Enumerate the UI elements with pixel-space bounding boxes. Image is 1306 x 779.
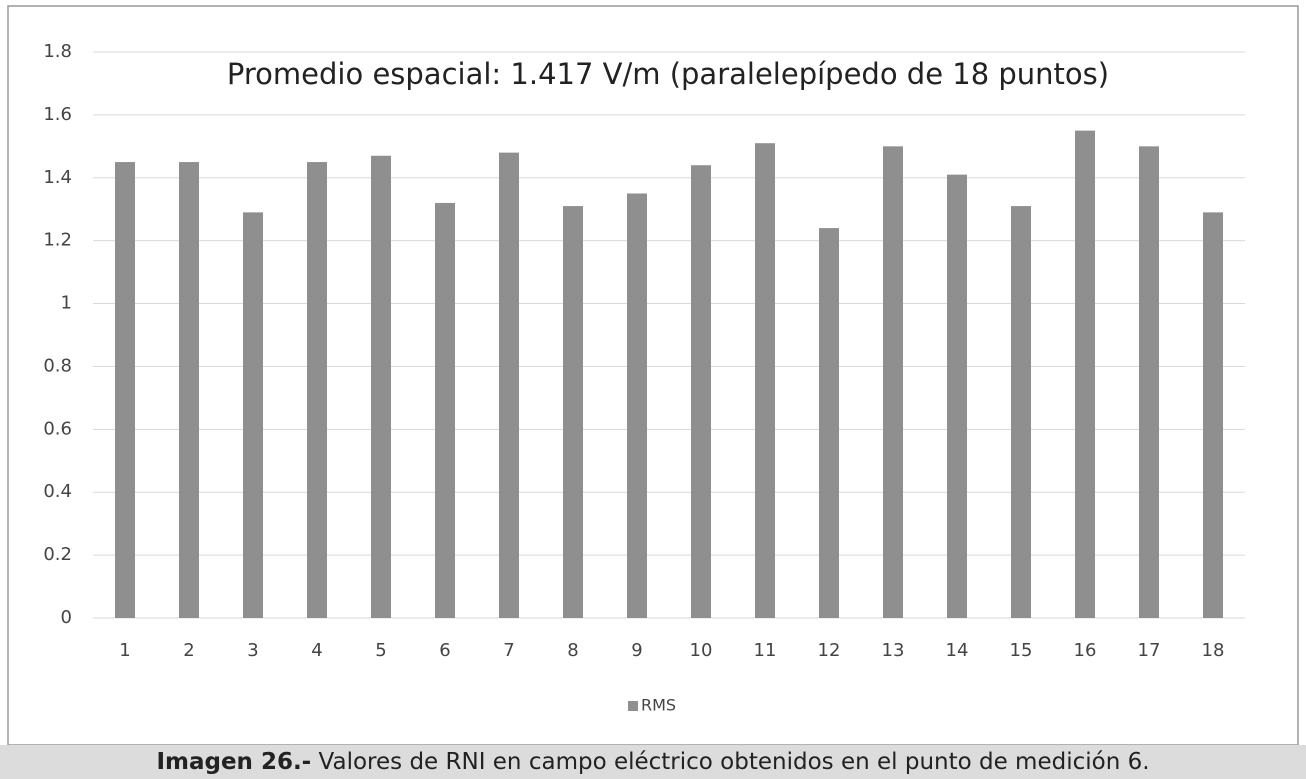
y-tick-label: 1: [61, 293, 72, 314]
y-tick-label: 0.8: [43, 355, 72, 376]
x-tick-label: 6: [439, 640, 450, 661]
bar: [755, 143, 775, 618]
y-tick-label: 0.2: [43, 544, 72, 565]
x-tick-label: 8: [567, 640, 578, 661]
caption-text: Valores de RNI en campo eléctrico obteni…: [311, 749, 1149, 775]
bar: [563, 206, 583, 619]
legend-swatch: [628, 701, 638, 711]
x-tick-label: 18: [1202, 640, 1225, 661]
legend-label: RMS: [641, 696, 676, 715]
x-tick-label: 2: [183, 640, 194, 661]
y-tick-label: 0.4: [43, 481, 72, 502]
bar: [1011, 206, 1031, 619]
bar: [819, 228, 839, 619]
bar: [115, 162, 135, 619]
y-tick-label: 1.8: [43, 41, 72, 62]
x-tick-label: 14: [946, 640, 969, 661]
bar: [179, 162, 199, 619]
bar: [883, 146, 903, 619]
y-tick-label: 1.4: [43, 167, 72, 188]
chart-title: Promedio espacial: 1.417 V/m (paralelepí…: [227, 57, 1109, 91]
bar: [435, 202, 455, 618]
x-tick-label: 12: [818, 640, 841, 661]
bar: [499, 152, 519, 618]
y-tick-label: 1.6: [43, 104, 72, 125]
x-tick-label: 9: [631, 640, 642, 661]
x-tick-label: 16: [1074, 640, 1097, 661]
x-tick-label: 15: [1010, 640, 1033, 661]
bar: [371, 155, 391, 618]
bar: [1139, 146, 1159, 619]
x-tick-label: 11: [754, 640, 777, 661]
x-tick-label: 5: [375, 640, 386, 661]
x-tick-label: 7: [503, 640, 514, 661]
x-tick-label: 1: [119, 640, 130, 661]
bar: [307, 162, 327, 619]
chart-frame: [7, 5, 1299, 746]
x-tick-label: 13: [882, 640, 905, 661]
caption-band: [0, 745, 1306, 779]
caption-label: Imagen 26.-: [156, 749, 311, 775]
bar: [1203, 212, 1223, 618]
bar: [243, 212, 263, 618]
x-tick-label: 3: [247, 640, 258, 661]
bar: [627, 193, 647, 618]
bar: [691, 165, 711, 618]
x-tick-label: 17: [1138, 640, 1161, 661]
bar: [947, 174, 967, 618]
x-tick-label: 4: [311, 640, 322, 661]
y-tick-label: 0: [61, 607, 72, 628]
y-tick-label: 0.6: [43, 418, 72, 439]
caption: Imagen 26.- Valores de RNI en campo eléc…: [156, 749, 1149, 775]
bar: [1075, 130, 1095, 618]
y-tick-label: 1.2: [43, 230, 72, 251]
x-tick-label: 10: [690, 640, 713, 661]
